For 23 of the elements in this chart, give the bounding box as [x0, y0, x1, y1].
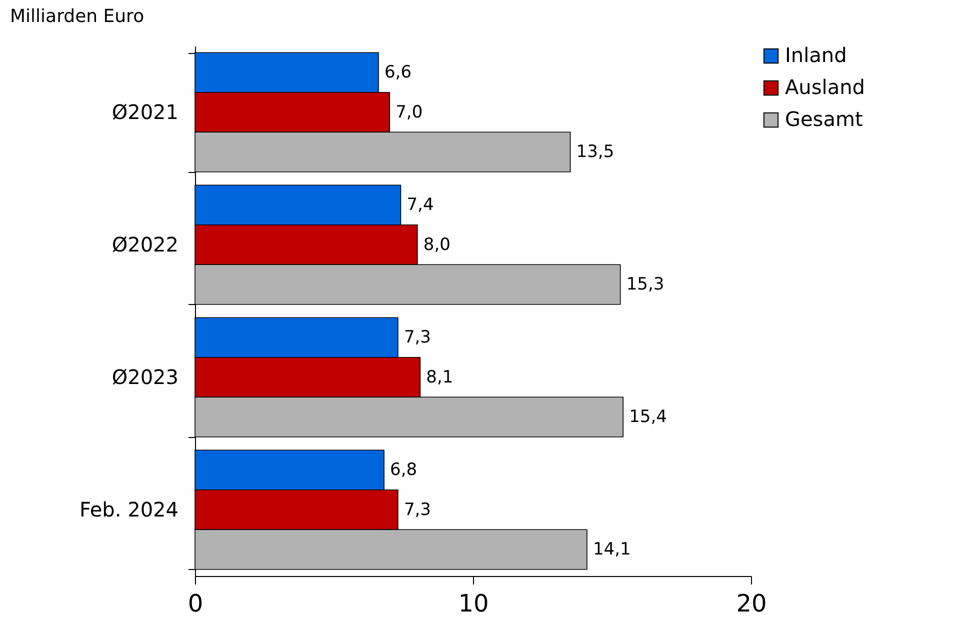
legend-label: Gesamt: [785, 107, 863, 131]
x-tick-label: 10: [458, 590, 489, 618]
y-tick-label: Feb. 2024: [79, 497, 178, 522]
data-label: 15,4: [629, 407, 667, 427]
data-label: 7,3: [404, 500, 431, 520]
data-label: 8,1: [426, 367, 454, 388]
legend-label: Ausland: [785, 75, 865, 99]
data-label: 7,4: [406, 195, 434, 215]
y-tick-label: Ø2022: [112, 232, 178, 256]
chart-title: Milliarden Euro: [10, 6, 144, 27]
legend-label: Inland: [785, 43, 847, 67]
y-tick-label: Ø2021: [112, 100, 178, 124]
x-tick-label: 0: [188, 590, 204, 618]
data-label: 7,3: [404, 328, 431, 348]
data-label: 15,3: [626, 274, 664, 294]
data-label: 8,0: [423, 234, 450, 255]
data-label: 14,1: [592, 540, 631, 560]
data-label: 6,8: [390, 460, 418, 480]
data-label: 6,6: [384, 62, 412, 82]
data-label: 7,0: [396, 102, 423, 122]
y-tick-label: Ø2023: [112, 364, 178, 389]
x-tick-label: 20: [736, 590, 767, 618]
data-label: 13,5: [576, 142, 614, 162]
